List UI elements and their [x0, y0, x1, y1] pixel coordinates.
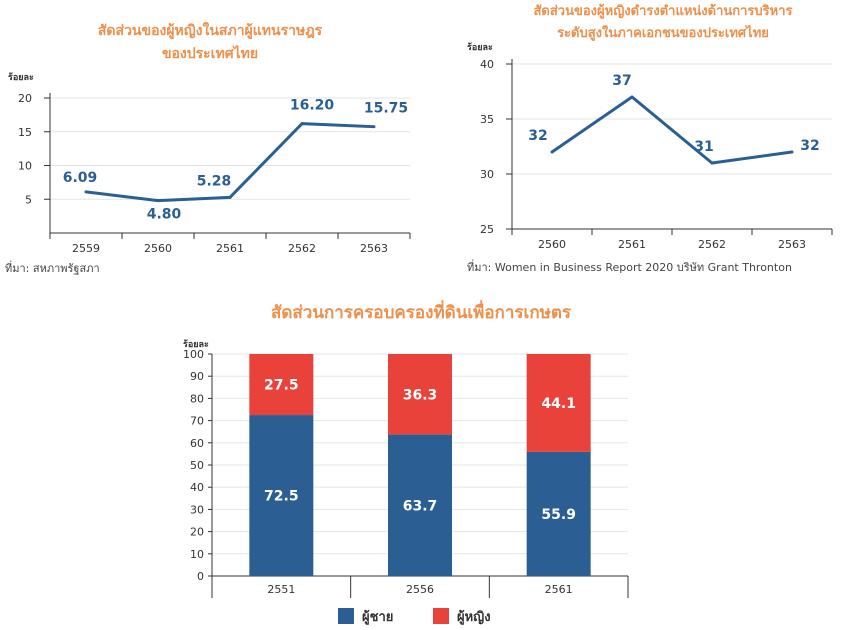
data-label: 32: [528, 128, 547, 144]
y-tick-label: 30: [480, 168, 494, 181]
bar-label: 27.5: [264, 378, 299, 394]
data-label: 15.75: [364, 101, 408, 117]
legend-swatch: [338, 608, 354, 624]
bar-male: [526, 451, 591, 576]
chart1-title-line1: สัดส่วนของผู้หญิงในสภาผู้แทนราษฎร: [98, 21, 323, 39]
chart2-plot: 25 30 35 40 2560 2561 2562 2563 32 37 31 32: [480, 58, 833, 251]
x-tick-label: 2561: [545, 583, 573, 596]
x-tick-label: 2559: [72, 242, 100, 255]
chart2-ylabel: ร้อยละ: [467, 42, 493, 53]
y-tick-label: 40: [480, 58, 494, 71]
y-tick-label: 15: [18, 126, 32, 139]
legend-label: ผู้หญิง: [457, 609, 491, 625]
chart2-title-line1: สัดส่วนของผู้หญิงดำรงตำแหน่งด้านการบริหา…: [533, 3, 792, 19]
data-label: 37: [612, 73, 631, 89]
series-line: [551, 95, 793, 165]
data-label: 6.09: [63, 170, 98, 186]
chart1-source: ที่มา: สหภาพรัฐสภา: [5, 260, 100, 275]
chart1-title-line2: ของประเทศไทย: [162, 44, 258, 62]
data-point: [790, 150, 794, 154]
chart3-ylabel: ร้อยละ: [183, 339, 209, 350]
y-tick-label: 80: [190, 392, 204, 405]
chart3-plot: 0 10 20 30 40 50 60 70 80 90 100 72.5 27.5 2551 63.7 36…: [183, 348, 629, 598]
data-point: [710, 161, 714, 165]
x-tick-label: 2563: [360, 242, 388, 255]
legend-label: ผู้ชาย: [362, 609, 393, 625]
x-tick-label: 2562: [698, 238, 726, 251]
chart3-legend: ผู้ชาย ผู้หญิง: [338, 608, 491, 625]
y-tick-label: 0: [197, 570, 204, 583]
chart3-title: สัดส่วนการครอบครองที่ดินเพื่อการเกษตร: [271, 300, 572, 323]
y-tick-label: 100: [183, 348, 204, 361]
data-label: 4.80: [147, 207, 182, 223]
y-tick-label: 25: [480, 223, 494, 236]
y-tick-label: 30: [190, 503, 204, 516]
chart1-plot: 5 10 15 20 2559 2560 2561 2562 2563 6.09 4.80 5.28 1…: [18, 92, 411, 255]
chart2-source: ที่มา: Women in Business Report 2020 บริ…: [467, 259, 792, 274]
x-tick-label: 2556: [406, 583, 434, 596]
x-tick-label: 2561: [618, 238, 646, 251]
y-tick-label: 10: [190, 548, 204, 561]
data-label: 31: [694, 139, 713, 155]
y-tick-label: 10: [18, 160, 32, 173]
y-tick-label: 40: [190, 481, 204, 494]
data-label: 16.20: [290, 98, 335, 114]
legend-swatch: [433, 608, 449, 624]
y-tick-label: 35: [480, 113, 494, 126]
x-tick-label: 2560: [538, 238, 566, 251]
data-point: [84, 190, 88, 194]
y-tick-label: 90: [190, 370, 204, 383]
data-point: [550, 150, 554, 154]
y-tick-label: 50: [190, 459, 204, 472]
y-tick-label: 20: [190, 526, 204, 539]
bar-male: [388, 434, 452, 576]
data-point: [300, 122, 304, 126]
data-point: [630, 95, 634, 99]
chart2-title-line2: ระดับสูงในภาคเอกชนของประเทศไทย: [557, 24, 769, 41]
y-tick-label: 5: [25, 193, 32, 206]
bar-female: [526, 354, 591, 452]
data-point: [228, 195, 232, 199]
bar-label: 36.3: [403, 387, 438, 403]
bar-male: [249, 415, 314, 576]
y-tick-label: 60: [190, 437, 204, 450]
bar-label: 55.9: [541, 507, 576, 523]
bar-label: 44.1: [541, 396, 576, 412]
x-tick-label: 2563: [778, 238, 806, 251]
chart1-ylabel: ร้อยละ: [8, 72, 34, 83]
bar-label: 72.5: [264, 489, 299, 505]
y-tick-label: 70: [190, 415, 204, 428]
data-point: [372, 125, 376, 129]
y-tick-label: 20: [18, 92, 32, 105]
data-label: 32: [800, 138, 819, 154]
x-tick-label: 2551: [267, 583, 295, 596]
data-point: [156, 199, 160, 203]
data-label: 5.28: [197, 173, 232, 189]
x-tick-label: 2560: [144, 242, 172, 255]
bar-label: 63.7: [403, 498, 438, 514]
bar-female: [249, 354, 314, 416]
x-tick-label: 2562: [288, 242, 316, 255]
x-tick-label: 2561: [216, 242, 244, 255]
bar-female: [388, 354, 452, 435]
